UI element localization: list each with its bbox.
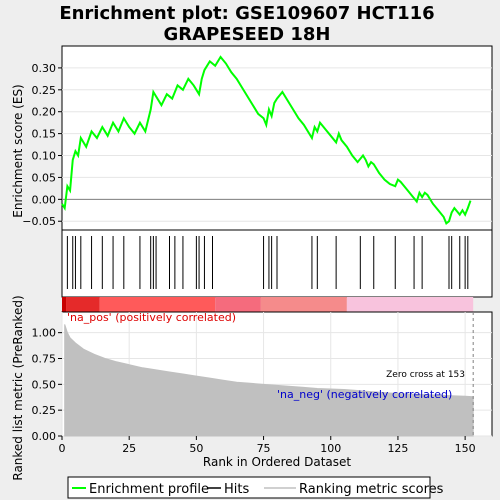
x-tick-label: 0 [59,442,66,455]
heat-bar-segment [62,297,67,312]
metric-y-tick-label: 0.50 [32,378,57,391]
heat-bar-segment [346,297,474,312]
negative-correlation-label: 'na_neg' (negatively correlated) [277,388,452,401]
legend-label-hits: Hits [224,482,249,497]
es-y-tick-label: 0.30 [32,62,57,75]
es-y-tick-label: 0.25 [32,84,57,97]
legend-box [67,476,431,499]
x-tick-label: 150 [455,442,476,455]
metric-y-tick-label: 0.75 [32,353,57,366]
metric-y-tick-label: 0.25 [32,404,57,417]
es-y-tick-label: 0.15 [32,128,57,141]
es-y-ticks: −0.05 0.00 0.05 0.10 0.15 0.20 0.25 0.30 [22,62,62,228]
legend: Enrichment profile Hits Ranking metric s… [67,476,444,499]
es-y-axis-label: Enrichment score (ES) [11,84,25,217]
heat-bar-segment [260,297,347,312]
heat-bar-segment [99,297,216,312]
x-tick-label: 125 [387,442,408,455]
heat-bar-segment [66,297,100,312]
es-y-tick-label: 0.00 [32,193,57,206]
es-panel [61,45,493,231]
ranking-metric-area [64,324,474,437]
enrichment-profile-line [61,55,472,226]
metric-x-ticks: 0 25 50 75 100 125 150 [59,436,476,455]
zero-cross-annotation: Zero cross at 153 [386,370,465,380]
es-y-tick-label: 0.10 [32,150,57,163]
es-y-tick-label: −0.05 [22,215,56,228]
hits-group [66,236,469,289]
x-axis-label: Rank in Ordered Dataset [203,455,351,469]
es-y-tick-label: 0.05 [32,171,57,184]
chart-title-line2: GRAPESEED 18H [164,24,331,45]
metric-y-axis-label: Ranked list metric (PreRanked) [11,295,25,480]
metric-y-ticks: 0.00 0.25 0.50 0.75 1.00 [32,327,62,443]
x-tick-label: 100 [320,442,341,455]
metric-y-tick-label: 1.00 [32,327,57,340]
x-tick-label: 75 [257,442,271,455]
heat-bar-segment [215,297,261,312]
legend-label-ranking: Ranking metric scores [299,482,444,497]
chart-title-line1: Enrichment plot: GSE109607 HCT116 [59,3,434,24]
x-tick-label: 25 [122,442,136,455]
es-y-tick-label: 0.20 [32,106,57,119]
positive-correlation-label: 'na_pos' (positively correlated) [67,311,236,324]
x-tick-label: 50 [189,442,203,455]
legend-label-enrichment: Enrichment profile [89,482,209,497]
metric-y-tick-label: 0.00 [32,430,57,443]
rank-heat-bar [62,297,474,312]
